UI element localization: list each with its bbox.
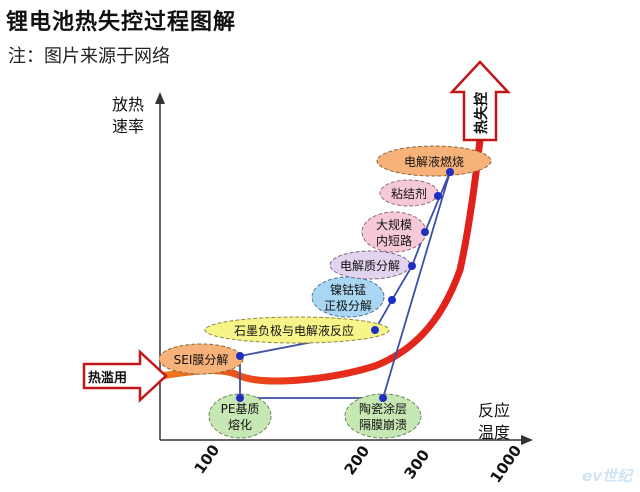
stage-short-label-line2: 内短路 <box>376 233 412 248</box>
node-binder <box>434 192 442 200</box>
stage-pe: PE基质 熔化 <box>208 393 272 439</box>
x-axis-label-line1: 反应 <box>478 401 510 420</box>
heat-curve <box>156 136 484 385</box>
node-short <box>421 228 429 236</box>
x-axis-label-line2: 温度 <box>478 423 510 442</box>
x-tick-1000: 1000 <box>487 442 526 487</box>
stage-sei-label: SEI膜分解 <box>174 353 229 367</box>
subtitle: 注：图片来源于网络 <box>8 46 170 67</box>
stage-electrolyte-label: 电解质分解 <box>340 259 400 273</box>
stage-ceramic-label-line2: 隔膜崩溃 <box>359 418 407 432</box>
stage-cathode: 镍钴锰 正极分解 <box>311 276 385 318</box>
x-tick-100: 100 <box>191 441 224 477</box>
y-axis-arrowhead <box>155 92 165 104</box>
watermark: ev世纪 <box>582 467 632 485</box>
page-title: 锂电池热失控过程图解 <box>6 10 237 35</box>
node-electrolyte <box>408 262 416 270</box>
x-tick-200: 200 <box>341 442 374 478</box>
stage-binder: 粘结剂 <box>379 179 439 207</box>
stage-combustion-label: 电解液燃烧 <box>404 154 464 169</box>
stage-ceramic-label-line1: 陶瓷涂层 <box>359 401 407 416</box>
x-tick-300: 300 <box>401 446 434 482</box>
stage-cathode-label-line2: 正极分解 <box>324 299 372 313</box>
node-ceramic <box>379 394 387 402</box>
node-graphite <box>371 326 379 334</box>
stage-short-label-line1: 大规模 <box>376 217 412 232</box>
stage-ceramic: 陶瓷涂层 隔膜崩溃 <box>344 393 422 439</box>
node-sei <box>236 352 244 360</box>
stage-graphite-label: 石墨负极与电解液反应 <box>234 323 354 338</box>
node-combustion <box>446 168 454 176</box>
stage-cathode-label-line1: 镍钴锰 <box>330 282 366 297</box>
thermal-runaway-arrow: 热失控 <box>449 60 511 142</box>
axes <box>155 92 533 445</box>
y-axis-label-line2: 速率 <box>112 117 144 136</box>
stage-short: 大规模 内短路 <box>361 211 427 253</box>
stage-sei: SEI膜分解 <box>158 343 244 375</box>
stage-electrolyte: 电解质分解 <box>329 250 411 280</box>
node-pe <box>236 394 244 402</box>
stage-graphite: 石墨负极与电解液反应 <box>204 316 390 344</box>
path-nodes <box>236 168 454 402</box>
x-axis-arrowhead <box>521 435 533 445</box>
y-axis-label-line1: 放热 <box>112 95 144 114</box>
thermal-abuse-label: 热滥用 <box>88 370 127 386</box>
thermal-runaway-label: 热失控 <box>473 92 490 134</box>
stage-binder-label: 粘结剂 <box>391 186 427 201</box>
stage-pe-label-line1: PE基质 <box>221 402 260 416</box>
stage-combustion: 电解液燃烧 <box>376 145 492 177</box>
thermal-abuse-arrow: 热滥用 <box>82 349 168 403</box>
stage-pe-label-line2: 熔化 <box>228 417 252 432</box>
node-cathode <box>388 296 396 304</box>
